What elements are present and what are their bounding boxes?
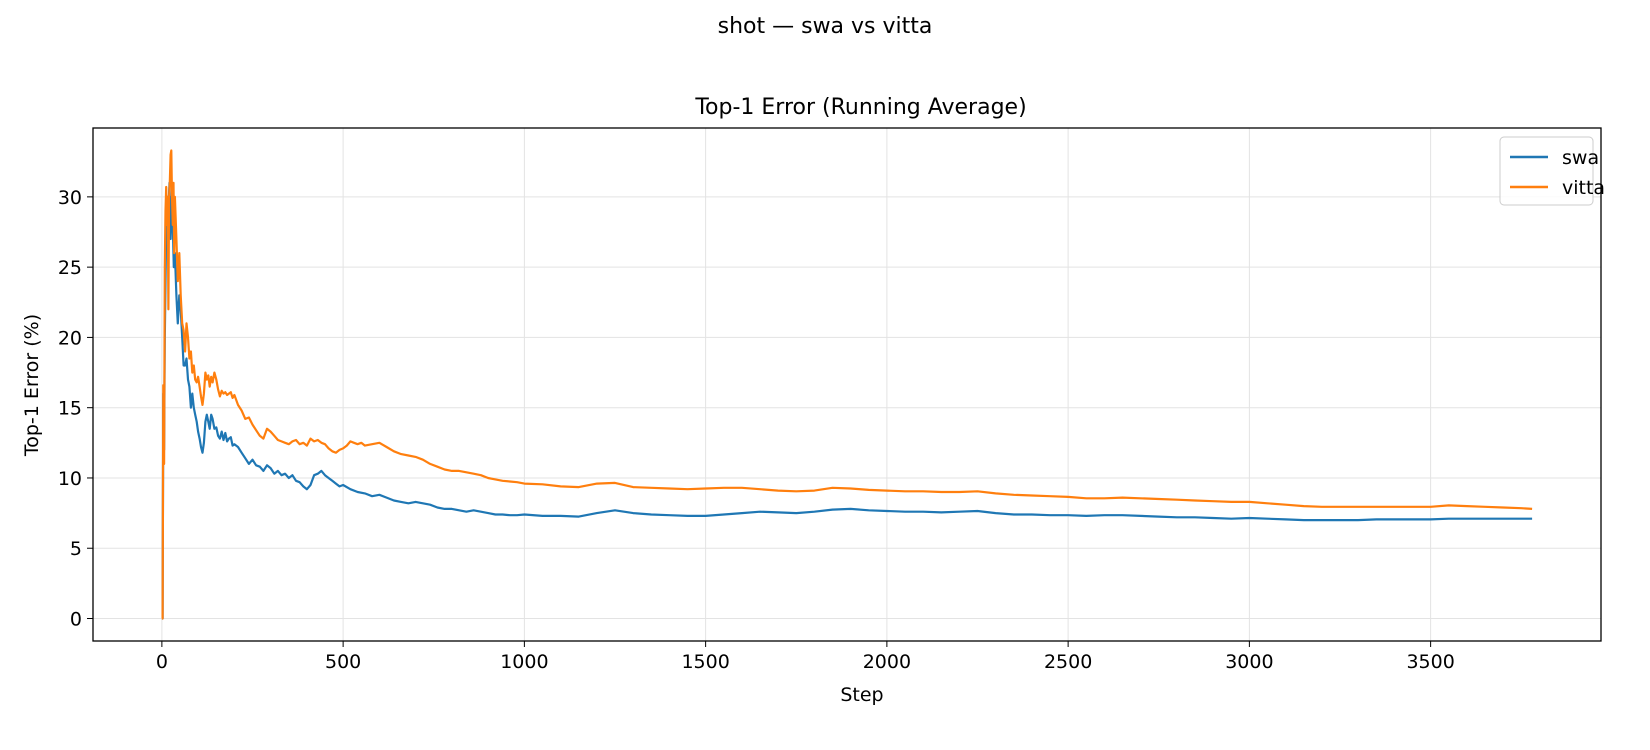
- series-layer: [161, 149, 1533, 620]
- y-axis-label: Top-1 Error (%): [21, 314, 43, 457]
- legend-label-swa: swa: [1562, 147, 1599, 169]
- x-tick-label: 3500: [1406, 651, 1454, 673]
- figure-suptitle: shot — swa vs vitta: [718, 14, 933, 39]
- y-tick-label: 5: [70, 538, 82, 560]
- y-tick-label: 30: [58, 187, 82, 209]
- x-axis-label: Step: [840, 684, 883, 706]
- x-tick-label: 2500: [1044, 651, 1092, 673]
- legend: swa vitta: [1499, 136, 1605, 206]
- x-tick-label: 1000: [500, 651, 548, 673]
- y-tick-label: 10: [58, 468, 82, 490]
- y-tick-label: 20: [58, 327, 82, 349]
- series-line-swa: [161, 181, 1533, 620]
- y-tick-label: 15: [58, 398, 82, 420]
- x-tick-label: 3000: [1225, 651, 1273, 673]
- series-line-vitta: [161, 149, 1533, 620]
- legend-label-vitta: vitta: [1562, 177, 1605, 199]
- x-tick-label: 0: [156, 651, 168, 673]
- y-tick-label: 25: [58, 257, 82, 279]
- x-tick-label: 1500: [681, 651, 729, 673]
- x-tick-label: 2000: [863, 651, 911, 673]
- ticks: 0 500 1000 1500 2000 2500 3000 3500 0 5 10 15 20 25 30: [58, 187, 1455, 673]
- y-tick-label: 0: [70, 609, 82, 631]
- x-tick-label: 500: [325, 651, 361, 673]
- chart-title: Top-1 Error (Running Average): [694, 95, 1026, 120]
- grid: [93, 128, 1601, 641]
- axes-frame: [92, 127, 1602, 642]
